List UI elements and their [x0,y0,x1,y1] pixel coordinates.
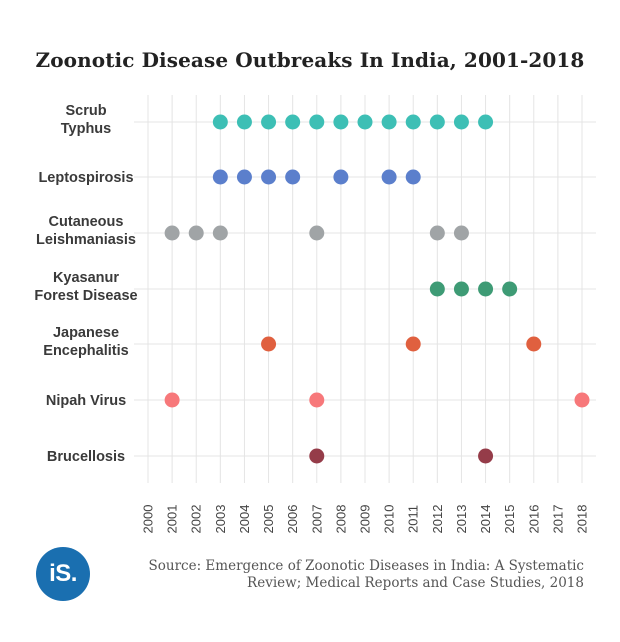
data-point [574,392,590,408]
x-tick-label: 2018 [575,505,590,534]
data-point [478,448,494,464]
data-point [188,225,204,241]
data-point [405,114,421,130]
data-point [333,169,349,185]
data-point [478,281,494,297]
data-point [212,225,228,241]
data-point [212,114,228,130]
x-tick-label: 2001 [165,505,180,534]
row-label: Scrub Typhus [61,103,111,137]
data-point [309,114,325,130]
row-label: Japanese Encephalitis [43,325,128,359]
x-tick-label: 2000 [141,505,156,534]
data-point [309,448,325,464]
x-tick-label: 2002 [189,505,204,534]
data-point [236,169,252,185]
data-point [429,114,445,130]
data-point [381,114,397,130]
data-point [453,225,469,241]
data-point [261,169,277,185]
data-point [429,281,445,297]
data-point [381,169,397,185]
data-points [164,114,590,464]
x-tick-label: 2013 [454,505,469,534]
x-tick-label: 2004 [237,505,252,534]
x-tick-label: 2017 [550,505,565,534]
source-note: Source: Emergence of Zoonotic Diseases i… [148,558,584,591]
brand-logo: iS. [36,547,90,601]
data-point [405,336,421,352]
row-labels: Scrub Typhus Leptospirosis Cutaneous Leishma… [34,103,137,465]
data-point [333,114,349,130]
x-axis-tick-labels: 2000 2001 2002 2003 2004 2005 2006 2007 2008 2009… [141,505,590,534]
x-tick-label: 2007 [309,505,324,534]
x-tick-label: 2012 [430,505,445,534]
x-tick-label: 2009 [358,505,373,534]
data-point [453,114,469,130]
x-tick-label: 2011 [406,505,421,533]
data-point [429,225,445,241]
x-tick-label: 2006 [285,505,300,534]
x-tick-label: 2005 [261,505,276,534]
data-point [502,281,518,297]
data-point [236,114,252,130]
data-point [285,169,301,185]
data-point [285,114,301,130]
data-point [309,392,325,408]
data-point [261,336,277,352]
x-tick-label: 2015 [502,505,517,534]
data-point [453,281,469,297]
x-tick-label: 2014 [478,505,493,534]
x-tick-label: 2008 [333,505,348,534]
row-label: Brucellosis [47,449,125,465]
data-point [357,114,373,130]
data-point [309,225,325,241]
data-point [261,114,277,130]
row-label: Nipah Virus [46,393,126,409]
data-point [478,114,494,130]
row-label: Cutaneous Leishmaniasis [36,214,136,248]
data-point [405,169,421,185]
x-tick-label: 2016 [526,505,541,534]
data-point [526,336,542,352]
data-point [164,225,180,241]
horizontal-gridlines [134,121,596,457]
row-label: Kyasanur Forest Disease [34,270,137,304]
x-tick-label: 2003 [213,505,228,534]
data-point [212,169,228,185]
x-tick-label: 2010 [382,505,397,534]
chart-title: Zoonotic Disease Outbreaks In India, 200… [35,48,585,72]
row-label: Leptospirosis [38,170,133,186]
data-point [164,392,180,408]
